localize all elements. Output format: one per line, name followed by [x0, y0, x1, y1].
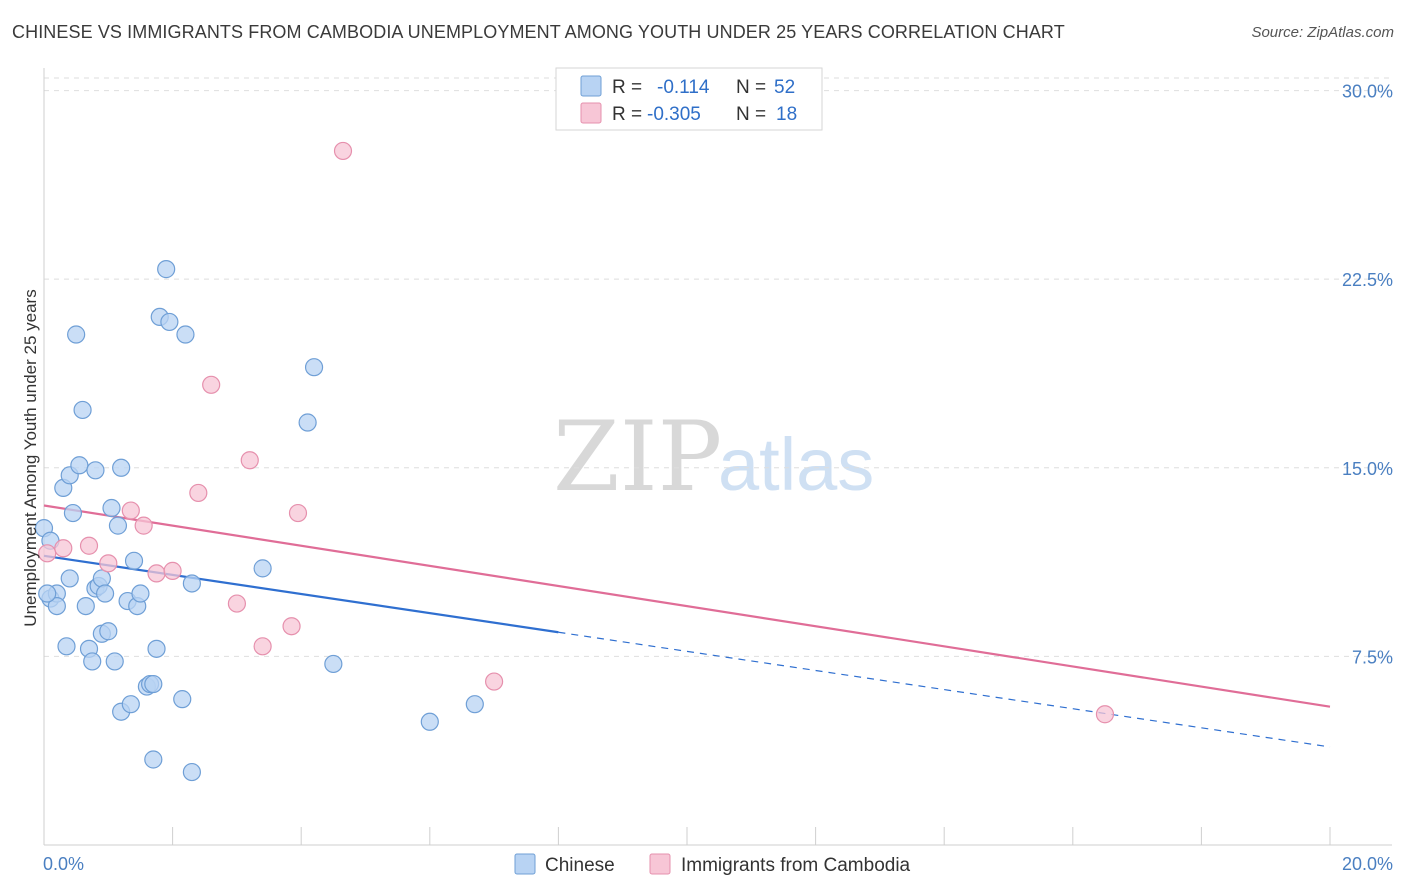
watermark-zip: ZIP — [553, 401, 722, 513]
point-chinese — [38, 584, 57, 603]
y-tick-label: 15.0% — [1342, 459, 1393, 479]
point-chinese — [99, 622, 118, 641]
point-chinese — [102, 498, 121, 518]
point-cambodia — [54, 539, 73, 558]
point-cambodia — [282, 617, 301, 636]
legend-swatch-chinese — [580, 75, 602, 97]
point-chinese — [147, 639, 166, 658]
point-cambodia — [99, 554, 118, 573]
point-cambodia — [38, 544, 57, 563]
legend-r-value-chinese: -0.114 — [657, 77, 710, 98]
point-chinese — [420, 712, 439, 731]
point-chinese — [60, 569, 79, 588]
y-tick-labels: 7.5% 15.0% 22.5% 30.0% — [1342, 82, 1393, 668]
point-cambodia — [227, 594, 246, 613]
point-chinese — [105, 652, 124, 671]
point-chinese — [304, 358, 324, 377]
point-chinese — [70, 456, 89, 475]
point-cambodia — [485, 672, 504, 691]
point-chinese — [173, 690, 192, 709]
source-label: Source: ZipAtlas.com — [1251, 24, 1394, 41]
x-tick-label: 0.0% — [43, 854, 84, 874]
point-chinese — [95, 584, 115, 603]
point-cambodia — [253, 637, 272, 656]
x-tick-label: 20.0% — [1342, 854, 1393, 874]
point-chinese — [144, 674, 163, 694]
trend-line-cambodia — [43, 504, 1331, 708]
data-points — [34, 141, 1115, 782]
point-cambodia — [163, 561, 182, 580]
point-chinese — [176, 325, 195, 344]
y-axis-label: Unemployment Among Youth under 25 years — [21, 289, 40, 626]
watermark-atlas: atlas — [718, 423, 874, 506]
legend-n-value-chinese: 52 — [774, 77, 795, 98]
point-chinese — [76, 596, 95, 616]
y-tick-label: 7.5% — [1352, 647, 1393, 667]
point-cambodia — [202, 375, 221, 394]
legend-n-value-cambodia: 18 — [776, 104, 797, 125]
legend-swatch-cambodia — [580, 102, 602, 124]
point-chinese — [67, 325, 86, 344]
point-cambodia — [79, 536, 99, 555]
correlation-legend: R = -0.114 N = 52 R = -0.305 N = 18 — [555, 67, 823, 131]
legend-n-label-cambodia: N = — [736, 104, 766, 125]
point-cambodia — [189, 483, 208, 503]
point-chinese — [182, 574, 201, 593]
point-chinese — [112, 458, 131, 477]
series-legend-swatch-chinese — [514, 853, 536, 875]
legend-n-label-chinese: N = — [736, 77, 766, 98]
point-chinese — [108, 516, 128, 535]
point-cambodia — [134, 516, 153, 535]
point-chinese — [465, 695, 484, 714]
y-tick-label: 30.0% — [1342, 82, 1393, 102]
legend-r-label-cambodia: R = — [612, 104, 642, 125]
point-chinese — [298, 413, 317, 432]
point-chinese — [57, 637, 76, 656]
x-tick-labels: 0.0% 20.0% — [43, 854, 1393, 874]
point-cambodia — [333, 141, 353, 161]
series-legend-swatch-cambodia — [649, 853, 671, 875]
point-cambodia — [1095, 705, 1115, 724]
trend-line-chinese — [43, 554, 559, 634]
point-cambodia — [147, 564, 166, 583]
legend-r-value-cambodia: -0.305 — [647, 104, 701, 125]
series-legend-label-chinese: Chinese — [545, 855, 615, 876]
point-chinese — [83, 652, 102, 671]
point-cambodia — [121, 501, 140, 520]
point-chinese — [63, 503, 83, 523]
series-legend-label-cambodia: Immigrants from Cambodia — [681, 855, 911, 876]
series-legend: Chinese Immigrants from Cambodia — [514, 853, 911, 876]
y-tick-label: 22.5% — [1342, 270, 1393, 290]
legend-r-label-chinese: R = — [612, 77, 642, 98]
grid-lines — [44, 77, 1392, 657]
point-chinese — [73, 400, 92, 420]
point-chinese — [144, 750, 163, 769]
trend-lines — [43, 504, 1331, 748]
point-cambodia — [240, 451, 259, 470]
point-chinese — [92, 569, 111, 588]
trend-line-chinese-projection — [558, 631, 1331, 748]
point-chinese — [160, 312, 179, 332]
point-chinese — [253, 559, 272, 578]
point-chinese — [182, 762, 201, 782]
point-chinese — [124, 551, 144, 570]
point-cambodia — [288, 503, 308, 523]
axes — [43, 68, 1392, 846]
point-chinese — [157, 260, 176, 279]
point-chinese — [131, 584, 150, 603]
point-chinese — [324, 654, 343, 674]
point-chinese — [121, 695, 140, 714]
point-chinese — [47, 596, 66, 616]
point-chinese — [86, 461, 105, 480]
chart-title: CHINESE VS IMMIGRANTS FROM CAMBODIA UNEM… — [12, 22, 1065, 42]
